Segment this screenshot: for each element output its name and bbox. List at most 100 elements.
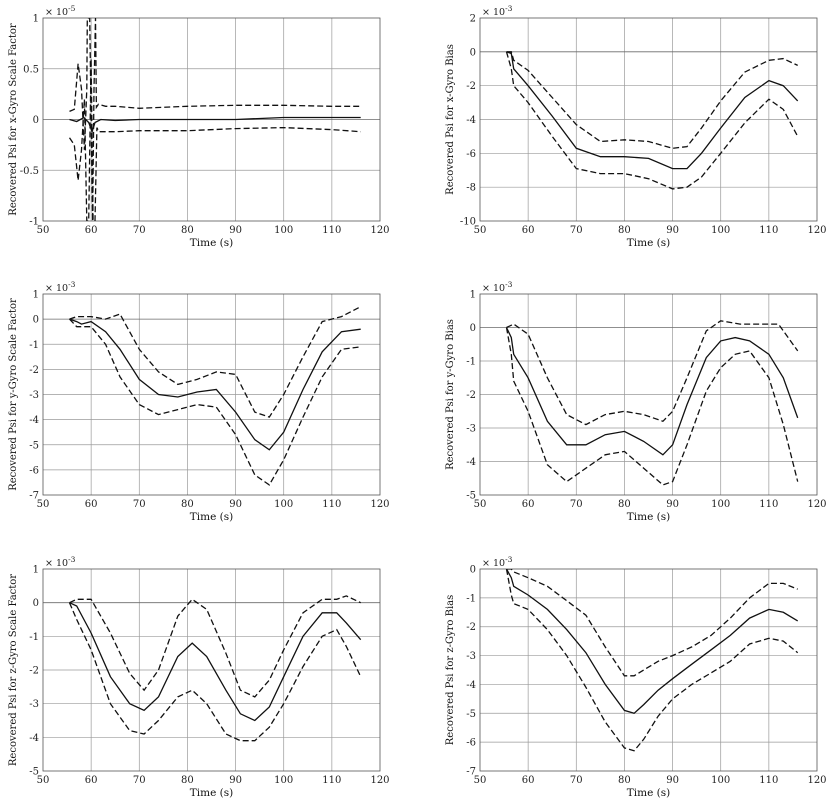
y-tick-label: -6 [466,738,476,749]
x-tick-label: 110 [759,225,778,236]
chart-panel-6: 50 60 70 80 90 100 110 120 -7 -6 -5 -4 -3 -2 -1 0 × 10-3… [445,555,827,799]
bound-series-line [505,327,799,486]
y-tick-label: -1 [29,217,39,228]
y-tick-label: -3 [466,424,476,435]
bound-series-line [69,595,361,698]
x-tick-label: 70 [133,775,146,786]
mean-series-line [69,602,362,722]
x-tick-label: 120 [370,225,389,236]
x-tick-label: 80 [618,225,631,236]
y-axis-label: Recovered Psi for z-Gyro Scale Factor [8,574,19,766]
axis-multiplier: × 10-5 [45,4,76,18]
x-tick-label: 70 [570,499,583,510]
x-tick-label: 80 [618,775,631,786]
x-tick-label: 50 [37,499,50,510]
x-tick-label: 100 [274,775,293,786]
y-tick-label: 0 [33,315,39,326]
x-tick-label: 70 [570,225,583,236]
bound-series-line [68,602,362,742]
x-tick-label: 50 [474,775,487,786]
x-tick-label: 110 [322,775,341,786]
bound-series-line [69,306,362,418]
mean-series-line [506,51,799,170]
y-tick-label: -2 [29,365,39,376]
x-tick-label: 110 [322,225,341,236]
y-tick-label: 0 [33,598,39,609]
y-tick-label: 2 [470,14,476,25]
y-tick-label: -8 [466,183,476,194]
x-axis-label: Time (s) [627,511,670,523]
x-tick-label: 70 [133,499,146,510]
x-tick-label: 60 [522,225,535,236]
chart-panel-1: 50 60 70 80 90 100 110 120 -1 -0.5 0 0.5 1 × 10-5 Time… [8,4,390,249]
y-tick-label: 0 [470,323,476,334]
x-tick-label: 80 [181,775,194,786]
x-tick-label: 80 [181,499,194,510]
mean-series-line [69,318,361,451]
y-tick-label: -5 [466,709,476,720]
x-tick-label: 110 [759,499,778,510]
x-tick-label: 110 [322,499,341,510]
x-tick-label: 120 [370,775,389,786]
y-axis-label: Recovered Psi for y-Gyro Scale Factor [8,298,19,491]
y-tick-label: -0.5 [20,166,39,177]
y-tick-label: -2 [29,666,39,677]
x-tick-label: 80 [181,225,194,236]
y-tick-label: -6 [29,465,39,476]
y-tick-label: -3 [29,699,39,710]
y-tick-label: -2 [466,81,476,92]
bound-series-line [506,320,799,426]
plot-frame [42,293,381,496]
plot-frame [42,17,381,222]
y-tick-label: -7 [29,491,39,502]
chart-panel-2: 50 60 70 80 90 100 110 120 -10 -8 -6 -4 -2 0 2 × 10-3 Ti… [445,4,827,249]
chart-panel-4: 50 60 70 80 90 100 110 120 -5 -4 -3 -2 -1 0 1 × 10-3 Tim… [445,280,827,523]
y-tick-label: -5 [29,440,39,451]
y-tick-label: -4 [466,680,476,691]
x-tick-label: 50 [37,225,50,236]
x-tick-label: 60 [522,775,535,786]
y-tick-label: -1 [29,632,39,643]
chart-panel-3: 50 60 70 80 90 100 110 120 -7 -6 -5 -4 -3 -2 -1 0 1 × 10-… [8,280,390,523]
x-tick-label: 50 [37,775,50,786]
plot-frame [479,17,818,222]
x-axis-label: Time (s) [190,787,233,799]
axis-multiplier: × 10-3 [45,280,76,294]
y-axis-label: Recovered Psi for x-Gyro Scale Factor [8,23,19,216]
x-tick-label: 60 [85,225,98,236]
y-tick-label: 0.5 [23,64,39,75]
mean-series-line [505,327,799,456]
plot-frame [479,568,818,772]
y-tick-label: -5 [466,491,476,502]
x-tick-label: 70 [133,225,146,236]
x-tick-label: 100 [711,775,730,786]
y-tick-label: -4 [466,457,476,468]
y-tick-label: -5 [29,767,39,778]
y-tick-label: -4 [466,115,476,126]
bound-series-line [68,58,361,221]
y-tick-label: -3 [29,390,39,401]
x-tick-label: 90 [666,225,679,236]
y-tick-label: -6 [466,149,476,160]
x-tick-label: 100 [274,225,293,236]
x-tick-label: 50 [474,225,487,236]
bound-series-line [505,569,799,752]
y-axis-label: Recovered Psi for z-Gyro Bias [445,595,456,745]
x-tick-label: 90 [666,775,679,786]
x-axis-label: Time (s) [627,787,670,799]
x-tick-label: 100 [274,499,293,510]
axis-multiplier: × 10-3 [482,4,513,18]
y-tick-label: -2 [466,622,476,633]
axis-multiplier: × 10-3 [45,555,76,569]
x-tick-label: 70 [570,775,583,786]
axis-multiplier: × 10-3 [482,555,513,569]
y-axis-label: Recovered Psi for y-Gyro Bias [445,319,456,470]
y-tick-label: 0 [33,115,39,126]
x-tick-label: 90 [666,499,679,510]
y-tick-label: -1 [29,340,39,351]
x-tick-label: 60 [85,775,98,786]
bound-series-line [506,569,798,677]
plot-frame [42,568,381,772]
x-tick-label: 120 [370,499,389,510]
